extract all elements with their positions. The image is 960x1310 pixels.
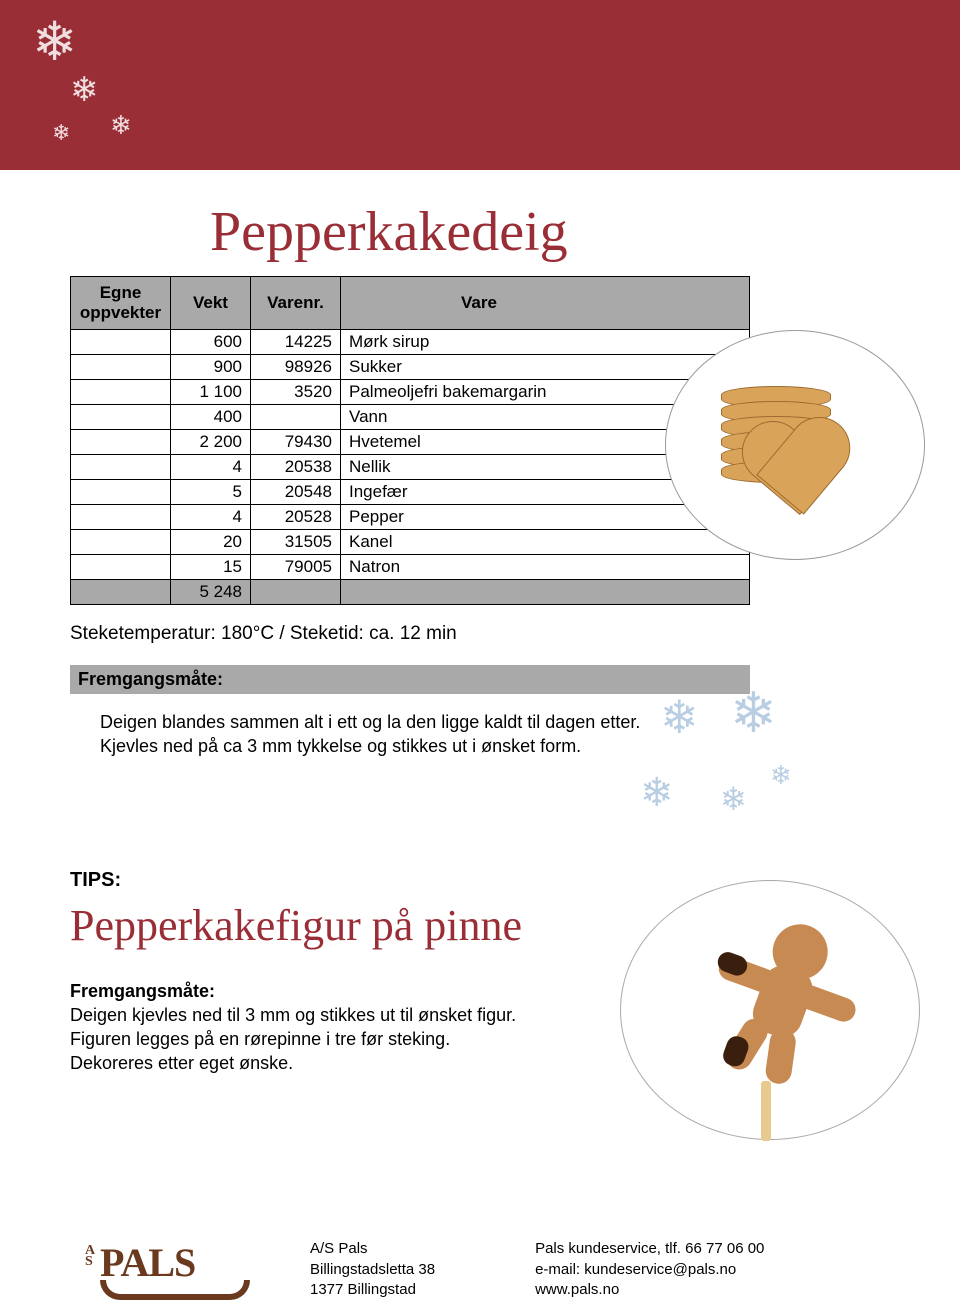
table-row: 2 20079430Hvetemel <box>71 430 750 455</box>
table-row: 420538Nellik <box>71 455 750 480</box>
cell-vnr: 31505 <box>251 530 341 555</box>
cell-vekt: 1 100 <box>171 380 251 405</box>
cell-vekt: 4 <box>171 505 251 530</box>
cell-vare: Kanel <box>341 530 750 555</box>
snowflake-icon: ❄ <box>52 120 70 146</box>
cell-vekt: 2 200 <box>171 430 251 455</box>
snowflake-icon: ❄ <box>640 770 674 816</box>
cell-vare: Sukker <box>341 355 750 380</box>
fremgang-line1: Deigen blandes sammen alt i ett og la de… <box>100 712 640 732</box>
snowflake-icon: ❄ <box>730 680 777 746</box>
tips-body: Fremgangsmåte: Deigen kjevles ned til 3 … <box>70 979 540 1076</box>
table-row: 2031505Kanel <box>71 530 750 555</box>
cell-vekt: 4 <box>171 455 251 480</box>
table-row: 1 1003520Palmeoljefri bakemargarin <box>71 380 750 405</box>
tips-line1: Deigen kjevles ned til 3 mm og stikkes u… <box>70 1005 516 1025</box>
cell-egne <box>71 430 171 455</box>
gingerbread-illustration <box>620 880 920 1140</box>
header-banner: ❄ ❄ ❄ ❄ <box>0 0 960 170</box>
footer-address: A/S Pals Billingstadsletta 38 1377 Billi… <box>310 1239 435 1300</box>
cell-egne <box>71 455 171 480</box>
snowflake-icon: ❄ <box>660 690 699 744</box>
addr-line3: 1377 Billingstad <box>310 1280 435 1300</box>
ingredients-table: Egne oppvekter Vekt Varenr. Vare 6001422… <box>70 276 750 605</box>
table-row: 90098926Sukker <box>71 355 750 380</box>
cell-vnr: 79005 <box>251 555 341 580</box>
cell-vare: Mørk sirup <box>341 330 750 355</box>
pals-logo: AS PALS <box>100 1239 250 1300</box>
cell-vekt: 20 <box>171 530 251 555</box>
cell-vekt: 15 <box>171 555 251 580</box>
tips-fremgang-label: Fremgangsmåte: <box>70 981 215 1001</box>
cell-vnr: 3520 <box>251 380 341 405</box>
table-row: 60014225Mørk sirup <box>71 330 750 355</box>
cell-vare <box>341 580 750 605</box>
cell-egne <box>71 580 171 605</box>
tips-line2: Figuren legges på en rørepinne i tre før… <box>70 1029 450 1049</box>
footer-contact: Pals kundeservice, tlf. 66 77 06 00 e-ma… <box>535 1239 764 1300</box>
cell-egne <box>71 405 171 430</box>
cell-egne <box>71 530 171 555</box>
th-vekt: Vekt <box>171 277 251 330</box>
cell-vnr: 14225 <box>251 330 341 355</box>
cell-vekt: 600 <box>171 330 251 355</box>
bake-info: Steketemperatur: 180°C / Steketid: ca. 1… <box>70 623 890 645</box>
snowflake-icon: ❄ <box>770 760 792 791</box>
cell-egne <box>71 330 171 355</box>
cell-egne <box>71 555 171 580</box>
tips-line3: Dekoreres etter eget ønske. <box>70 1053 293 1073</box>
cell-vnr <box>251 405 341 430</box>
contact-line2: e-mail: kundeservice@pals.no <box>535 1260 764 1280</box>
contact-line1: Pals kundeservice, tlf. 66 77 06 00 <box>535 1239 764 1259</box>
logo-text: PALS <box>100 1240 195 1285</box>
cell-total-vekt: 5 248 <box>171 580 251 605</box>
cell-egne <box>71 380 171 405</box>
table-total-row: 5 248 <box>71 580 750 605</box>
cell-vekt: 900 <box>171 355 251 380</box>
cell-vnr: 20528 <box>251 505 341 530</box>
table-row: 1579005Natron <box>71 555 750 580</box>
footer: AS PALS A/S Pals Billingstadsletta 38 13… <box>0 1239 960 1310</box>
cookie-stack-illustration <box>665 330 925 560</box>
fremgang-text: Deigen blandes sammen alt i ett og la de… <box>100 710 740 759</box>
cell-egne <box>71 355 171 380</box>
cell-vnr: 20548 <box>251 480 341 505</box>
cell-vekt: 400 <box>171 405 251 430</box>
table-row: 420528Pepper <box>71 505 750 530</box>
th-vare: Vare <box>341 277 750 330</box>
addr-line1: A/S Pals <box>310 1239 435 1259</box>
table-row: 400Vann <box>71 405 750 430</box>
th-egne: Egne oppvekter <box>71 277 171 330</box>
snowflake-icon: ❄ <box>32 10 77 73</box>
cell-egne <box>71 480 171 505</box>
addr-line2: Billingstadsletta 38 <box>310 1260 435 1280</box>
cell-vnr: 79430 <box>251 430 341 455</box>
snowflake-icon: ❄ <box>720 780 747 818</box>
cell-vnr <box>251 580 341 605</box>
snowflake-icon: ❄ <box>70 70 99 110</box>
snowflake-icon: ❄ <box>110 110 132 141</box>
th-vnr: Varenr. <box>251 277 341 330</box>
cell-egne <box>71 505 171 530</box>
contact-line3: www.pals.no <box>535 1280 764 1300</box>
fremgang-line2: Kjevles ned på ca 3 mm tykkelse og stikk… <box>100 736 581 756</box>
fremgang-heading: Fremgangsmåte: <box>70 665 750 694</box>
recipe-title: Pepperkakedeig <box>210 200 890 264</box>
cell-vare: Natron <box>341 555 750 580</box>
table-row: 520548Ingefær <box>71 480 750 505</box>
cell-vnr: 20538 <box>251 455 341 480</box>
cell-vnr: 98926 <box>251 355 341 380</box>
cell-vekt: 5 <box>171 480 251 505</box>
